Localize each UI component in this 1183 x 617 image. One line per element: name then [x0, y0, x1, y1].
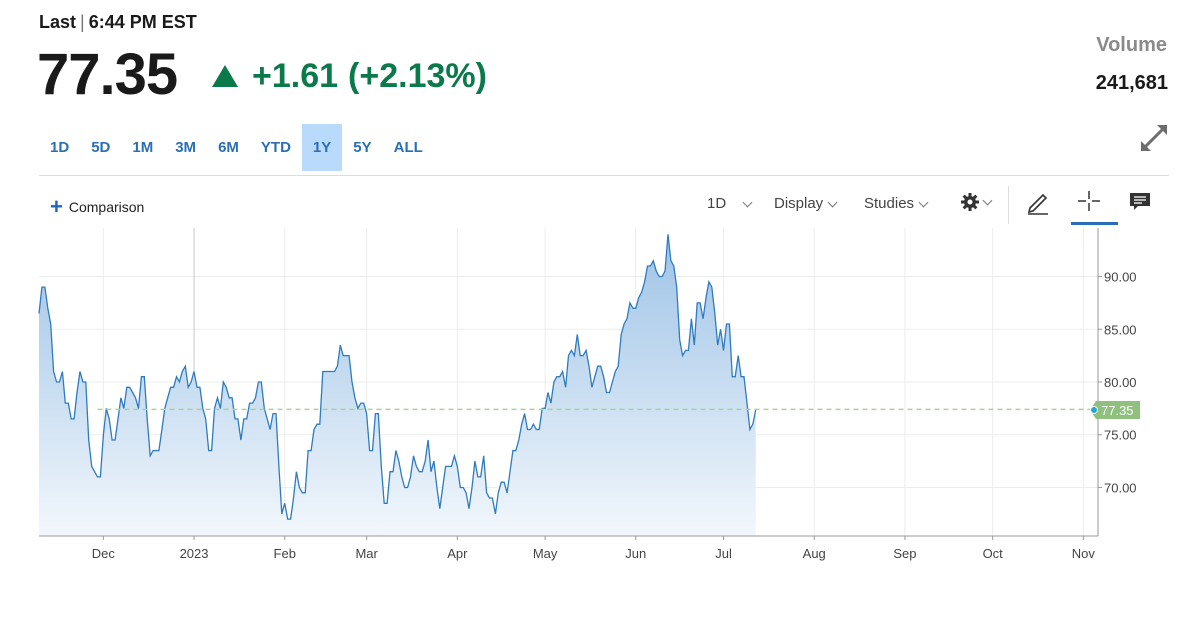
x-tick-label: 2023: [180, 546, 209, 561]
separator: |: [80, 12, 85, 32]
toolbar-separator: [1008, 186, 1009, 224]
gear-icon: [961, 193, 979, 211]
range-5y[interactable]: 5Y: [353, 139, 372, 156]
chevron-down-icon: [918, 197, 929, 207]
x-tick-label: Jun: [625, 546, 646, 561]
studies-dropdown[interactable]: Studies: [864, 195, 929, 212]
last-price: 77.35: [37, 42, 178, 107]
x-tick-label: Feb: [274, 546, 296, 561]
x-tick-label: Jul: [715, 546, 732, 561]
volume-value: 241,681: [1095, 72, 1168, 94]
chevron-down-icon: [827, 197, 838, 207]
range-6m[interactable]: 6M: [218, 139, 239, 156]
draw-pencil-icon[interactable]: [1024, 188, 1052, 216]
price-change: +1.61 (+2.13%): [212, 56, 487, 96]
y-axis: 70.00 75.00 80.00 85.00 90.00: [1097, 228, 1137, 536]
price-line: [38, 234, 757, 520]
volume-label: Volume: [1096, 34, 1167, 56]
crosshair-active-indicator: [1071, 222, 1118, 225]
x-tick-label: Sep: [893, 546, 916, 561]
display-dropdown[interactable]: Display: [774, 195, 838, 212]
interval-dropdown[interactable]: 1D: [707, 195, 753, 212]
range-all[interactable]: ALL: [393, 139, 423, 156]
x-tick-label: Aug: [803, 546, 826, 561]
last-price-tag-label: 77.35: [1101, 403, 1134, 418]
range-selector: 1D 5D 1M 3M 6M YTD 1Y 5Y ALL: [39, 124, 434, 171]
crosshair-icon[interactable]: [1075, 188, 1103, 216]
y-tick-label: 85.00: [1104, 322, 1137, 337]
comparison-label: Comparison: [68, 199, 145, 215]
last-time: 6:44 PM EST: [88, 12, 197, 32]
range-1m[interactable]: 1M: [132, 139, 154, 156]
chevron-down-icon: [982, 195, 993, 206]
last-price-tag: [1090, 400, 1140, 419]
comment-icon[interactable]: [1126, 188, 1154, 216]
x-tick-label: Nov: [1072, 546, 1096, 561]
y-tick-label: 80.00: [1104, 375, 1137, 390]
header-divider: [39, 175, 1169, 176]
last-label: Last: [39, 12, 77, 32]
price-chart[interactable]: 70.00 75.00 80.00 85.00 90.00 Dec 2023 Feb Mar A…: [0, 228, 1183, 573]
change-percent: (+2.13%): [348, 57, 487, 95]
interval-label: 1D: [707, 195, 727, 212]
last-price-marker: 77.35: [1090, 400, 1140, 419]
range-ytd[interactable]: YTD: [260, 139, 291, 156]
last-price-dot: [1090, 405, 1098, 414]
y-tick-label: 90.00: [1104, 270, 1137, 285]
chevron-down-icon: [742, 197, 753, 207]
expand-icon[interactable]: [1138, 122, 1170, 154]
x-tick-label: Oct: [983, 546, 1004, 561]
x-tick-label: May: [533, 546, 558, 561]
y-tick-label: 75.00: [1104, 428, 1137, 443]
range-5d[interactable]: 5D: [91, 139, 111, 156]
last-line: Last | 6:44 PM EST: [39, 12, 197, 33]
range-1y[interactable]: 1Y: [301, 124, 343, 171]
up-arrow-icon: [212, 65, 238, 87]
price-area: [39, 234, 756, 537]
y-tick-label: 70.00: [1104, 480, 1137, 495]
change-value: +1.61: [252, 57, 339, 95]
plus-icon: +: [50, 194, 63, 219]
x-axis: Dec 2023 Feb Mar Apr May Jun Jul Aug Sep Oct Nov: [39, 535, 1098, 561]
settings-dropdown[interactable]: [960, 192, 993, 212]
comparison-button[interactable]: + Comparison: [50, 194, 145, 219]
x-tick-label: Mar: [355, 546, 378, 561]
studies-label: Studies: [864, 195, 915, 212]
x-tick-label: Apr: [447, 546, 468, 561]
range-1d[interactable]: 1D: [50, 139, 70, 156]
display-label: Display: [774, 195, 824, 212]
x-tick-label: Dec: [92, 546, 116, 561]
range-3m[interactable]: 3M: [175, 139, 197, 156]
